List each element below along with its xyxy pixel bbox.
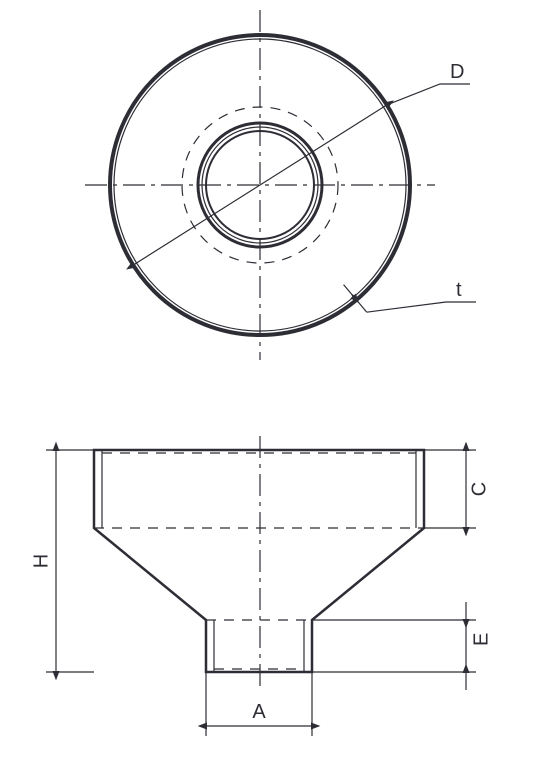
side-outline: [94, 450, 424, 672]
label-A: A: [252, 701, 266, 723]
label-t: t: [456, 279, 462, 301]
label-H: H: [30, 554, 52, 568]
top-view: Dt: [85, 10, 476, 360]
label-C: C: [468, 482, 490, 496]
label-E: E: [470, 633, 492, 646]
side-view: H C E A: [30, 436, 492, 736]
label-D: D: [450, 61, 464, 83]
